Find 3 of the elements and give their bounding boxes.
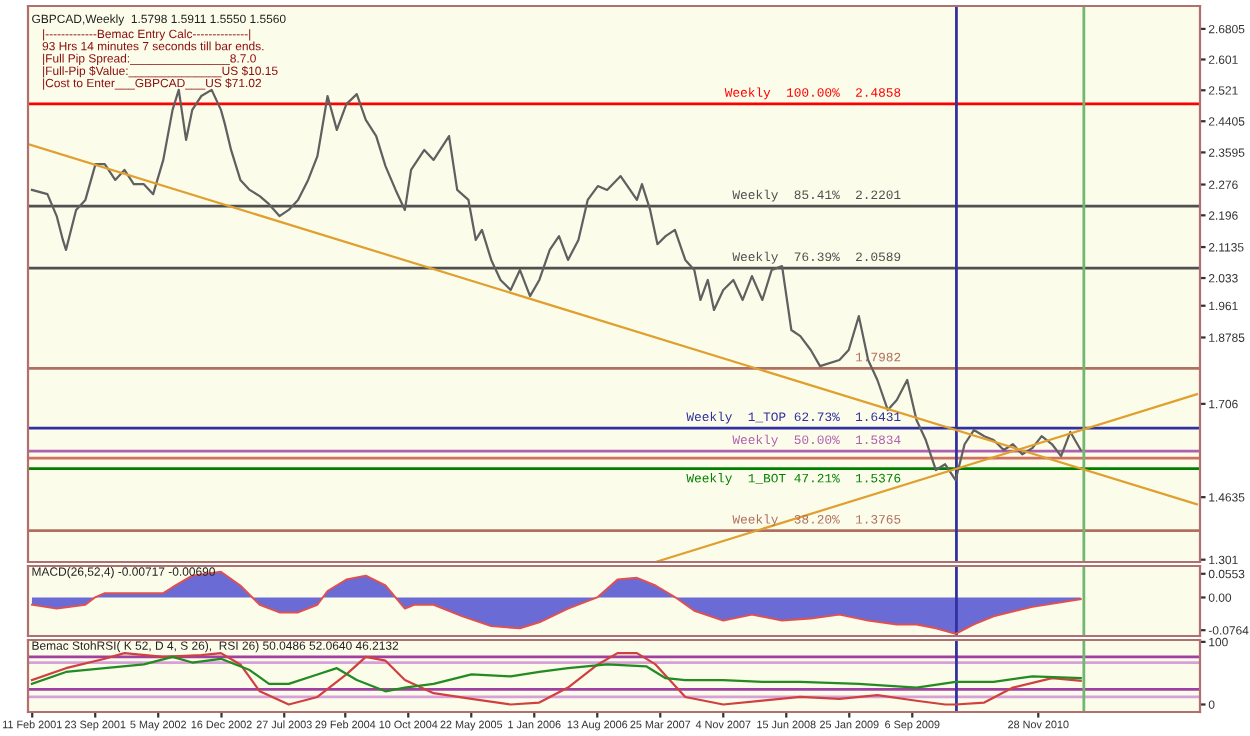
line-series — [30, 652, 1082, 706]
line-series — [30, 655, 1082, 693]
line-series — [30, 88, 1082, 482]
